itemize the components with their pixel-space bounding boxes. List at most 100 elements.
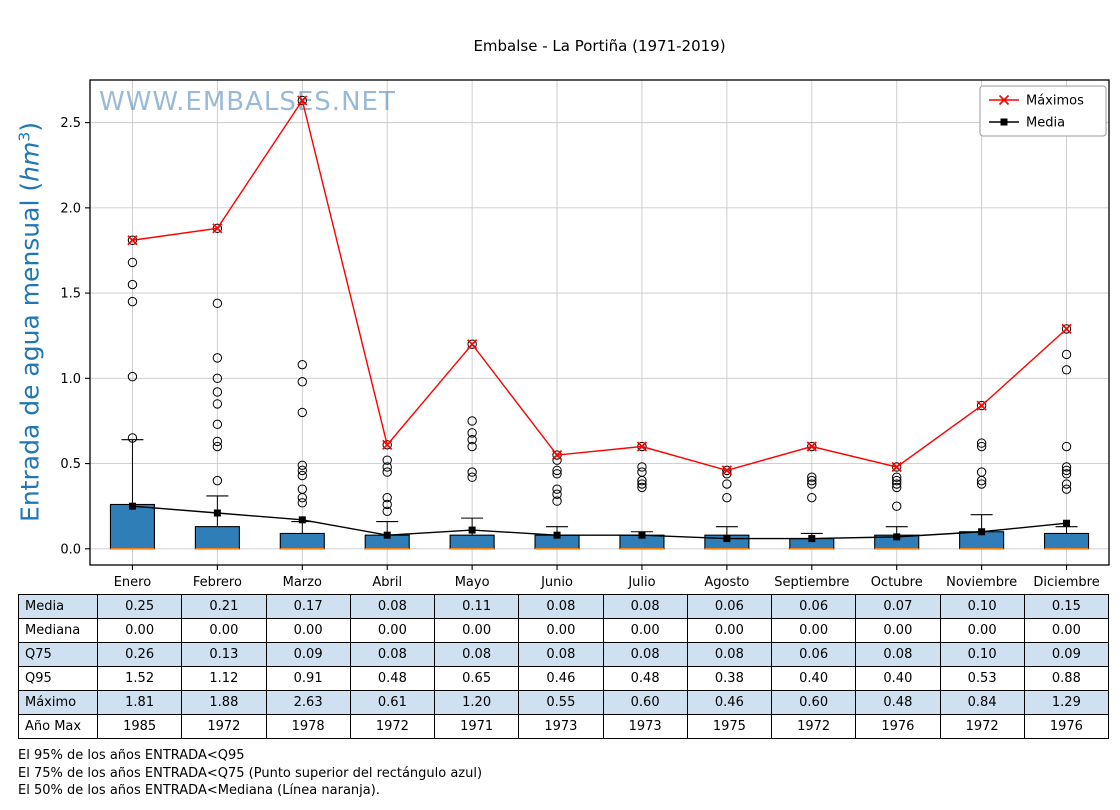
outlier-point: [127, 433, 138, 443]
table-cell: 0.08: [518, 594, 604, 619]
x-tick-label: Julio: [627, 575, 655, 590]
outlier-point: [976, 400, 987, 411]
table-cell: 1972: [770, 714, 857, 739]
y-tick-label: 1.5: [60, 287, 81, 302]
table-cell: 1972: [939, 714, 1025, 739]
x-marker: [467, 339, 478, 350]
media-marker: [723, 535, 731, 543]
outlier-point: [1061, 441, 1072, 452]
y-tick-label: 1.0: [60, 372, 81, 387]
table-cell: 1.29: [1023, 690, 1110, 715]
x-tick-label: Junio: [540, 575, 573, 590]
boxplot-group: [109, 95, 1090, 550]
row-label: Mediana: [18, 618, 98, 643]
media-marker: [213, 509, 221, 517]
legend-marker: [998, 94, 1010, 106]
x-marker: [382, 439, 393, 450]
table-cell: 0.00: [855, 618, 941, 643]
legend-marker: [1000, 118, 1008, 126]
outlier-point: [297, 407, 307, 418]
table-cell: 1972: [181, 714, 267, 739]
table-cell: 1973: [602, 714, 688, 739]
outlier-point: [892, 472, 902, 482]
table-cell: 0.08: [518, 642, 604, 667]
table-cell: 0.00: [96, 618, 183, 643]
table-cell: 0.26: [96, 642, 183, 667]
table-cell: 0.91: [265, 666, 351, 691]
table-row: Q75 0.26 0.13 0.09 0.08 0.08 0.08 0.08 0.08 0.06 0…: [18, 642, 1110, 667]
media-marker: [553, 531, 561, 539]
table-cell: 0.40: [770, 666, 857, 691]
table-cell: 0.60: [602, 690, 688, 715]
table-cell: 0.10: [939, 642, 1025, 667]
table-cell: 0.10: [939, 594, 1025, 619]
outlier-point: [1061, 349, 1072, 360]
outlier-point: [552, 469, 562, 479]
outlier-point: [212, 441, 223, 452]
outlier-point: [212, 387, 223, 397]
table-row: Mediana 0.00 0.00 0.00 0.00 0.00 0.00 0.00 0.00 0…: [18, 618, 1110, 643]
table-cell: 1976: [855, 714, 941, 739]
outlier-point: [976, 441, 987, 452]
footnote-q95: El 95% de los años ENTRADA<Q95: [18, 748, 245, 763]
table-cell: 1971: [433, 714, 520, 739]
table-cell: 0.84: [939, 690, 1025, 715]
outlier-point: [127, 257, 138, 268]
outlier-point: [297, 95, 307, 106]
outlier-point: [892, 462, 902, 472]
x-tick-label: Enero: [114, 575, 152, 590]
table-cell: 0.38: [686, 666, 773, 691]
table-cell: 0.09: [1023, 642, 1110, 667]
statistics-table: Media 0.25 0.21 0.17 0.08 0.11 0.08 0.08 0.06 0.0…: [18, 594, 1110, 739]
maximos-line-path: [132, 98, 1068, 472]
outlier-point: [382, 499, 392, 510]
media-marker: [1063, 519, 1071, 527]
table-cell: 0.60: [770, 690, 857, 715]
outlier-point: [382, 440, 392, 450]
table-cell: 1978: [265, 714, 351, 739]
media-marker: [128, 502, 136, 510]
media-line-path: [132, 505, 1067, 540]
table-row: Máximo 1.81 1.88 2.63 0.61 1.20 0.55 0.60 0.46 0.…: [18, 690, 1110, 715]
x-marker: [806, 441, 817, 452]
table-cell: 0.06: [770, 594, 857, 619]
y-tick-label: 2.0: [60, 201, 81, 216]
table-cell: 0.06: [770, 642, 857, 667]
table-cell: 0.46: [518, 666, 604, 691]
outlier-point: [467, 416, 477, 426]
table-cell: 0.61: [349, 690, 436, 715]
table-cell: 0.00: [939, 618, 1025, 643]
table-cell: 0.08: [855, 642, 941, 667]
outlier-point: [722, 465, 732, 476]
gridlines: [90, 80, 1109, 565]
table-cell: 0.00: [602, 618, 688, 643]
x-marker: [721, 465, 732, 476]
table-cell: 2.63: [265, 690, 351, 715]
outlier-point: [552, 465, 562, 476]
outlier-point: [127, 279, 138, 290]
outlier-point: [297, 470, 307, 481]
row-label: Año Max: [18, 714, 98, 739]
outlier-point: [976, 479, 987, 489]
outlier-point: [976, 438, 987, 448]
box: [194, 526, 240, 550]
legend-box: [979, 85, 1107, 137]
y-tick-label: 0.0: [60, 542, 81, 557]
outlier-point: [297, 465, 307, 476]
box: [279, 532, 325, 550]
table-cell: 0.65: [433, 666, 520, 691]
table-cell: 1975: [686, 714, 773, 739]
outlier-point: [1061, 484, 1072, 494]
outlier-point: [212, 436, 223, 447]
maximos-line: [127, 95, 1072, 476]
table-row: Media 0.25 0.21 0.17 0.08 0.11 0.08 0.08 0.06 0.0…: [18, 594, 1110, 619]
media-marker: [638, 531, 646, 539]
chart-title: Embalse - La Portiña (1971-2019): [473, 37, 726, 55]
box: [109, 503, 156, 550]
outlier-point: [637, 479, 647, 489]
outlier-point: [637, 475, 647, 486]
outlier-point: [297, 460, 307, 470]
x-marker: [297, 95, 308, 106]
outlier-point: [807, 475, 817, 486]
